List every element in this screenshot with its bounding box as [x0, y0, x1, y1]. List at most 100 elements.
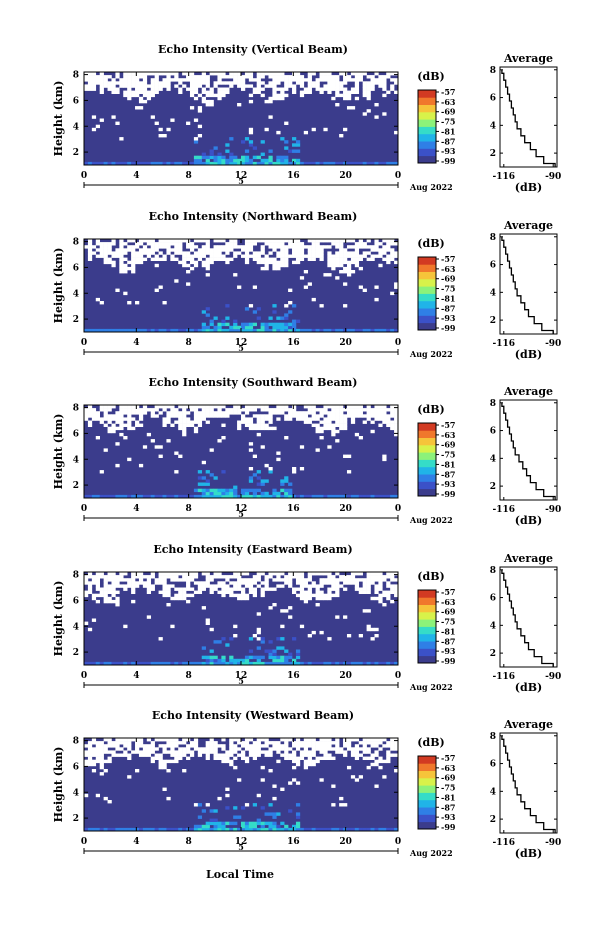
heatmap-cell [311, 411, 316, 415]
heatmap-cell [213, 328, 218, 333]
heatmap-cell [237, 738, 242, 742]
heatmap-cell [323, 426, 328, 431]
heatmap-cell [327, 445, 332, 449]
heatmap-cell [217, 257, 222, 261]
heatmap-cell [127, 494, 132, 499]
heatmap-cell [276, 658, 281, 663]
heatmap-cell [197, 75, 203, 79]
heatmap-cell [260, 417, 265, 421]
heatmap-cell [84, 575, 89, 579]
heatmap-cell [311, 81, 316, 85]
heatmap-cell [315, 587, 320, 591]
heatmap-cell [319, 254, 324, 258]
heatmap-cell [307, 590, 312, 594]
heatmap-cell [280, 646, 285, 650]
heatmap-cell [103, 769, 108, 773]
heatmap-cell [335, 405, 340, 409]
heatmap-cell [327, 661, 332, 666]
heatmap-cell [158, 257, 163, 261]
heatmap-cell [205, 655, 210, 660]
heatmap-cell [213, 494, 218, 499]
heatmap-cell [142, 581, 148, 585]
heatmap-cell [374, 596, 379, 601]
heatmap-cell [201, 417, 206, 421]
heatmap-cell [350, 251, 356, 255]
heatmap-cell [260, 325, 265, 330]
heatmap-cell [307, 75, 312, 79]
heatmap-cell [193, 84, 199, 88]
heatmap-cell [131, 239, 136, 243]
heatmap-cell [358, 572, 363, 576]
heatmap-cell [162, 405, 167, 409]
heatmap-cell [225, 750, 230, 754]
heatmap-cell [142, 75, 148, 79]
heatmap-cell [131, 738, 136, 742]
heatmap-cell [386, 414, 391, 418]
colorbar-segment [418, 133, 436, 142]
heatmap-cell [284, 494, 289, 499]
heatmap-cell [229, 137, 234, 141]
colorbar-segment [418, 278, 436, 287]
heatmap-cell [154, 263, 159, 268]
heatmap-cell [335, 78, 340, 82]
heatmap-cell [119, 572, 124, 576]
x-tick-label: 4 [133, 504, 139, 514]
heatmap-cell [327, 251, 332, 255]
heatmap-cell [244, 405, 250, 409]
heatmap-cell [119, 411, 124, 415]
heatmap-cell [158, 72, 163, 76]
heatmap-cell [150, 78, 155, 82]
heatmap-cell [95, 584, 100, 588]
heatmap-cell [91, 738, 97, 742]
heatmap-cell [154, 242, 159, 246]
heatmap-cell [260, 426, 265, 431]
heatmap-cell [150, 257, 155, 261]
heatmap-cell [237, 658, 242, 663]
heatmap-cell [331, 257, 336, 261]
heatmap-cell [189, 661, 195, 666]
heatmap-cell [107, 426, 112, 431]
heatmap-cell [138, 463, 144, 468]
heatmap-cell [205, 744, 210, 748]
heatmap-cell [303, 765, 309, 770]
heatmap-cell [182, 408, 187, 412]
heatmap-cell [362, 254, 367, 258]
heatmap-cell [256, 432, 261, 437]
heatmap-cell [135, 254, 140, 258]
heatmap-cell [189, 242, 195, 246]
heatmap-cell [346, 263, 352, 268]
heatmap-cell [217, 581, 222, 585]
heatmap-cell [178, 161, 183, 166]
heatmap-cell [327, 75, 332, 79]
heatmap-cell [323, 328, 328, 333]
heatmap-cell [209, 411, 214, 415]
heatmap-cell [280, 75, 285, 79]
heatmap-cell [323, 750, 328, 754]
heatmap-cell [386, 72, 391, 76]
heatmap-cell [299, 827, 305, 832]
heatmap-cell [182, 251, 187, 255]
heatmap-cell [256, 254, 261, 258]
heatmap-cell [174, 251, 179, 255]
heatmap-cell [107, 827, 112, 832]
heatmap-cell [174, 661, 179, 666]
heatmap-cell [303, 245, 309, 249]
heatmap-cell [107, 242, 112, 246]
heatmap-cell [378, 423, 383, 427]
heatmap-cell [201, 646, 206, 650]
heatmap-cell [378, 581, 383, 585]
heatmap-cell [225, 75, 230, 79]
heatmap-cell [229, 581, 234, 585]
heatmap-cell [280, 248, 285, 252]
heatmap-cell [103, 417, 108, 421]
heatmap-cell [315, 242, 320, 246]
heatmap-cell [213, 155, 218, 160]
heatmap-cell [362, 587, 367, 591]
heatmap-cell [307, 417, 312, 421]
heatmap-cell [95, 587, 100, 591]
heatmap-cell [233, 485, 238, 489]
heatmap-cell [295, 161, 301, 166]
y-tick-label: 4 [73, 122, 79, 132]
heatmap-cell [201, 90, 206, 94]
heatmap-cell [319, 408, 324, 412]
